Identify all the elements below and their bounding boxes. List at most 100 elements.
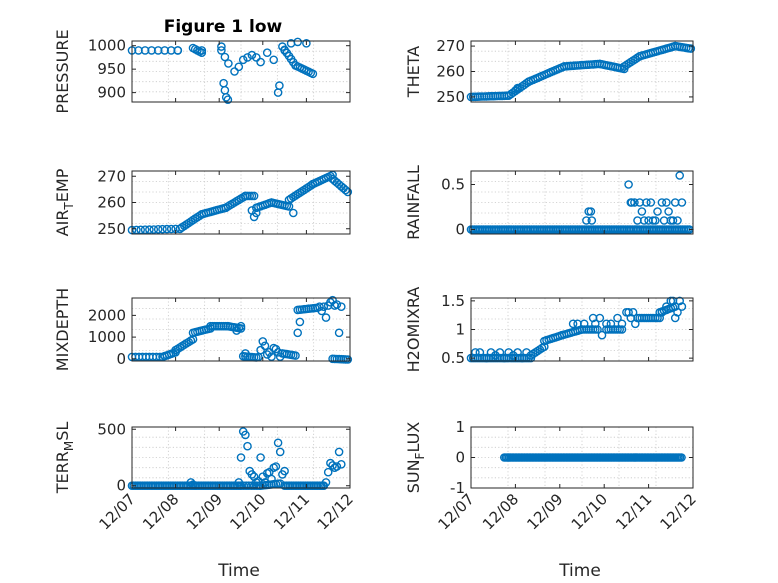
- x-tick-label: 12/10: [226, 490, 269, 533]
- y-tick-label: 250: [436, 88, 465, 106]
- data-point: [260, 478, 270, 487]
- data-point: [241, 349, 250, 358]
- data-point: [280, 466, 289, 476]
- data-point: [236, 453, 246, 462]
- data-point: [275, 81, 284, 90]
- data-point: [197, 46, 207, 55]
- data-point: [264, 347, 274, 357]
- data-point: [343, 355, 353, 364]
- data-point: [677, 302, 687, 311]
- data-point: [220, 52, 230, 62]
- data-point: [328, 461, 337, 470]
- data-point: [522, 348, 531, 357]
- data-point: [145, 225, 154, 234]
- x-tick-label: 12/09: [523, 490, 566, 533]
- y-axis-label: MIXDEPTH: [53, 288, 72, 371]
- data-point: [328, 295, 337, 305]
- x-axis-label: Time: [558, 561, 601, 581]
- y-tick-label: 270: [436, 37, 465, 55]
- data-point: [275, 447, 285, 457]
- data-point: [293, 37, 303, 47]
- data-point: [258, 337, 268, 346]
- data-point: [630, 198, 639, 207]
- data-point: [220, 86, 230, 95]
- data-point: [315, 302, 324, 312]
- data-point: [319, 302, 329, 312]
- data-point: [341, 185, 350, 195]
- data-point: [326, 458, 335, 468]
- data-point: [291, 351, 300, 360]
- y-tick-label: 0: [455, 449, 465, 467]
- y-tick-label: 260: [97, 194, 126, 212]
- data-point: [673, 216, 682, 225]
- y-tick-label: 1000: [88, 328, 126, 346]
- y-tick-label: 0: [455, 221, 465, 239]
- data-point: [321, 313, 331, 322]
- x-tick-label: 12/10: [568, 490, 611, 533]
- subplot-sun-flux: 10-112/07 12/08 12/09 12/10 12/11 12/12TimeSU…: [404, 418, 700, 581]
- x-tick-label: 12/12: [314, 490, 357, 533]
- data-point: [136, 225, 145, 235]
- data-point: [219, 78, 228, 88]
- data-point: [224, 59, 233, 68]
- data-point: [343, 187, 353, 197]
- data-point: [223, 95, 233, 104]
- data-point: [140, 225, 150, 234]
- x-tick-label: 12/08: [479, 490, 522, 533]
- axes-box: [131, 40, 351, 103]
- data-point: [637, 207, 647, 216]
- data-point: [244, 481, 254, 491]
- data-point: [273, 347, 283, 357]
- data-point: [495, 348, 505, 357]
- data-point: [686, 44, 696, 53]
- data-point: [591, 319, 600, 329]
- axes-box: [131, 426, 351, 489]
- data-point: [221, 93, 231, 102]
- data-point: [256, 345, 265, 355]
- data-point: [613, 313, 622, 323]
- y-axis-label: AIRTEMP: [53, 168, 76, 236]
- y-axis-label: THETA: [404, 46, 423, 98]
- data-point: [579, 319, 589, 329]
- data-point: [662, 198, 671, 207]
- data-point: [166, 224, 176, 234]
- data-point: [247, 50, 257, 60]
- y-tick-label: 2000: [88, 306, 126, 324]
- data-point: [241, 481, 251, 491]
- data-point: [664, 207, 673, 216]
- data-point: [657, 198, 667, 207]
- x-axis-label: Time: [217, 561, 260, 581]
- data-point: [247, 470, 257, 479]
- y-axis-label: H2OMIXRA: [404, 287, 423, 373]
- data-point: [631, 319, 640, 329]
- data-point: [568, 319, 578, 329]
- data-point: [306, 181, 316, 190]
- data-point: [673, 307, 682, 317]
- data-point: [586, 207, 596, 216]
- data-point: [587, 216, 597, 225]
- y-tick-label: 1: [455, 418, 465, 436]
- y-axis-label: SUNFLUX: [404, 422, 427, 494]
- subplot-rainfall: 0.5 0 RAINFALL: [404, 165, 694, 240]
- data-point: [522, 78, 531, 88]
- y-tick-label: 260: [436, 63, 465, 81]
- data-point: [336, 302, 346, 312]
- data-point: [217, 42, 226, 51]
- y-tick-label: 0.5: [441, 349, 465, 367]
- data-point: [280, 46, 289, 55]
- data-point: [475, 348, 485, 357]
- data-point: [252, 481, 262, 491]
- subplot-terr-msl: 500 012/07 12/08 12/09 12/10 12/11 12/12 Time TE…: [53, 420, 357, 581]
- data-point: [243, 441, 252, 451]
- data-point: [653, 207, 662, 216]
- y-axis-label: TERRMSL: [53, 422, 76, 495]
- data-point: [249, 472, 259, 482]
- data-point: [513, 83, 522, 93]
- data-point: [582, 216, 591, 225]
- data-point: [262, 48, 272, 58]
- data-point: [646, 198, 656, 207]
- data-point: [262, 350, 272, 359]
- data-point: [295, 317, 305, 327]
- data-point: [675, 296, 685, 306]
- y-tick-label: -1: [450, 479, 465, 497]
